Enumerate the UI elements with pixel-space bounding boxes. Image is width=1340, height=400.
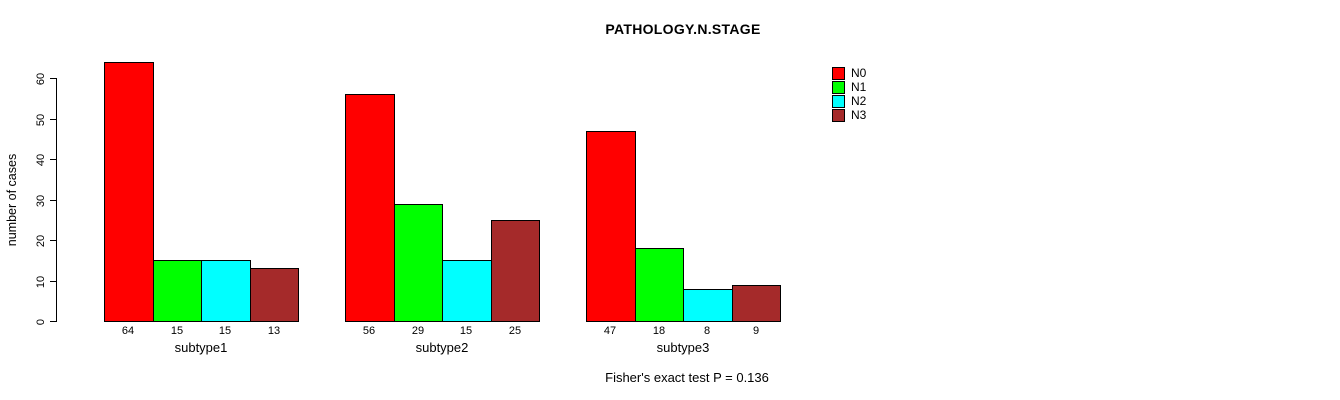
- y-tick: [50, 240, 57, 241]
- bar-value-label: 13: [267, 325, 281, 337]
- legend-swatch: [832, 94, 845, 108]
- x-axis-group-label: subtype1: [174, 340, 228, 355]
- y-tick: [50, 118, 57, 120]
- legend-item: N3: [832, 108, 866, 122]
- legend-swatch: [832, 80, 845, 94]
- bar: [153, 260, 202, 322]
- bar-value-label: 25: [508, 325, 522, 337]
- bar-value-label: 8: [703, 325, 711, 337]
- legend-label: N2: [851, 94, 867, 108]
- legend-swatch: [832, 66, 845, 80]
- legend-swatch: [832, 108, 845, 122]
- y-tick: [50, 321, 57, 322]
- bar-value-label: 15: [170, 325, 184, 337]
- y-tick-label: 20: [35, 234, 47, 248]
- chart-title: PATHOLOGY.N.STAGE: [605, 21, 761, 37]
- legend-label: N3: [851, 108, 867, 122]
- y-tick: [50, 159, 57, 160]
- annotation-text: Fisher's exact test P = 0.136: [605, 370, 769, 385]
- legend-label: N1: [851, 80, 867, 94]
- bar: [491, 220, 540, 322]
- y-tick-label: 30: [35, 194, 47, 207]
- x-axis-group-label: subtype3: [656, 340, 710, 355]
- legend: N0 N1 N2 N3: [832, 66, 866, 122]
- bar-value-label: 56: [362, 325, 376, 337]
- bar: [586, 131, 636, 322]
- bar: [104, 62, 154, 322]
- bar: [201, 260, 251, 322]
- bar-value-label: 47: [603, 325, 617, 337]
- bar: [394, 204, 443, 322]
- bar-value-label: 64: [121, 325, 135, 337]
- y-tick: [50, 199, 57, 201]
- legend-item: N2: [832, 94, 866, 108]
- legend-label: N0: [851, 66, 867, 80]
- bar: [250, 268, 299, 322]
- bar: [442, 260, 492, 322]
- y-tick-label: 10: [35, 275, 47, 288]
- legend-item: N1: [832, 80, 866, 94]
- y-tick: [50, 280, 57, 282]
- bar-value-label: 18: [652, 325, 666, 337]
- y-tick-label: 0: [35, 318, 47, 326]
- y-tick-label: 60: [35, 72, 47, 86]
- legend-item: N0: [832, 66, 866, 80]
- bar-value-label: 9: [752, 325, 760, 337]
- bar: [732, 285, 781, 322]
- bar: [683, 289, 733, 322]
- bar-value-label: 29: [411, 325, 425, 337]
- y-axis-label: number of cases: [5, 153, 19, 247]
- x-axis-group-label: subtype2: [415, 340, 469, 355]
- bar-value-label: 15: [218, 325, 232, 337]
- y-tick-label: 40: [35, 153, 47, 167]
- bar: [345, 94, 395, 322]
- y-tick-label: 50: [35, 113, 47, 126]
- bar: [635, 248, 684, 322]
- bar-value-label: 15: [459, 325, 473, 337]
- y-tick: [50, 78, 57, 79]
